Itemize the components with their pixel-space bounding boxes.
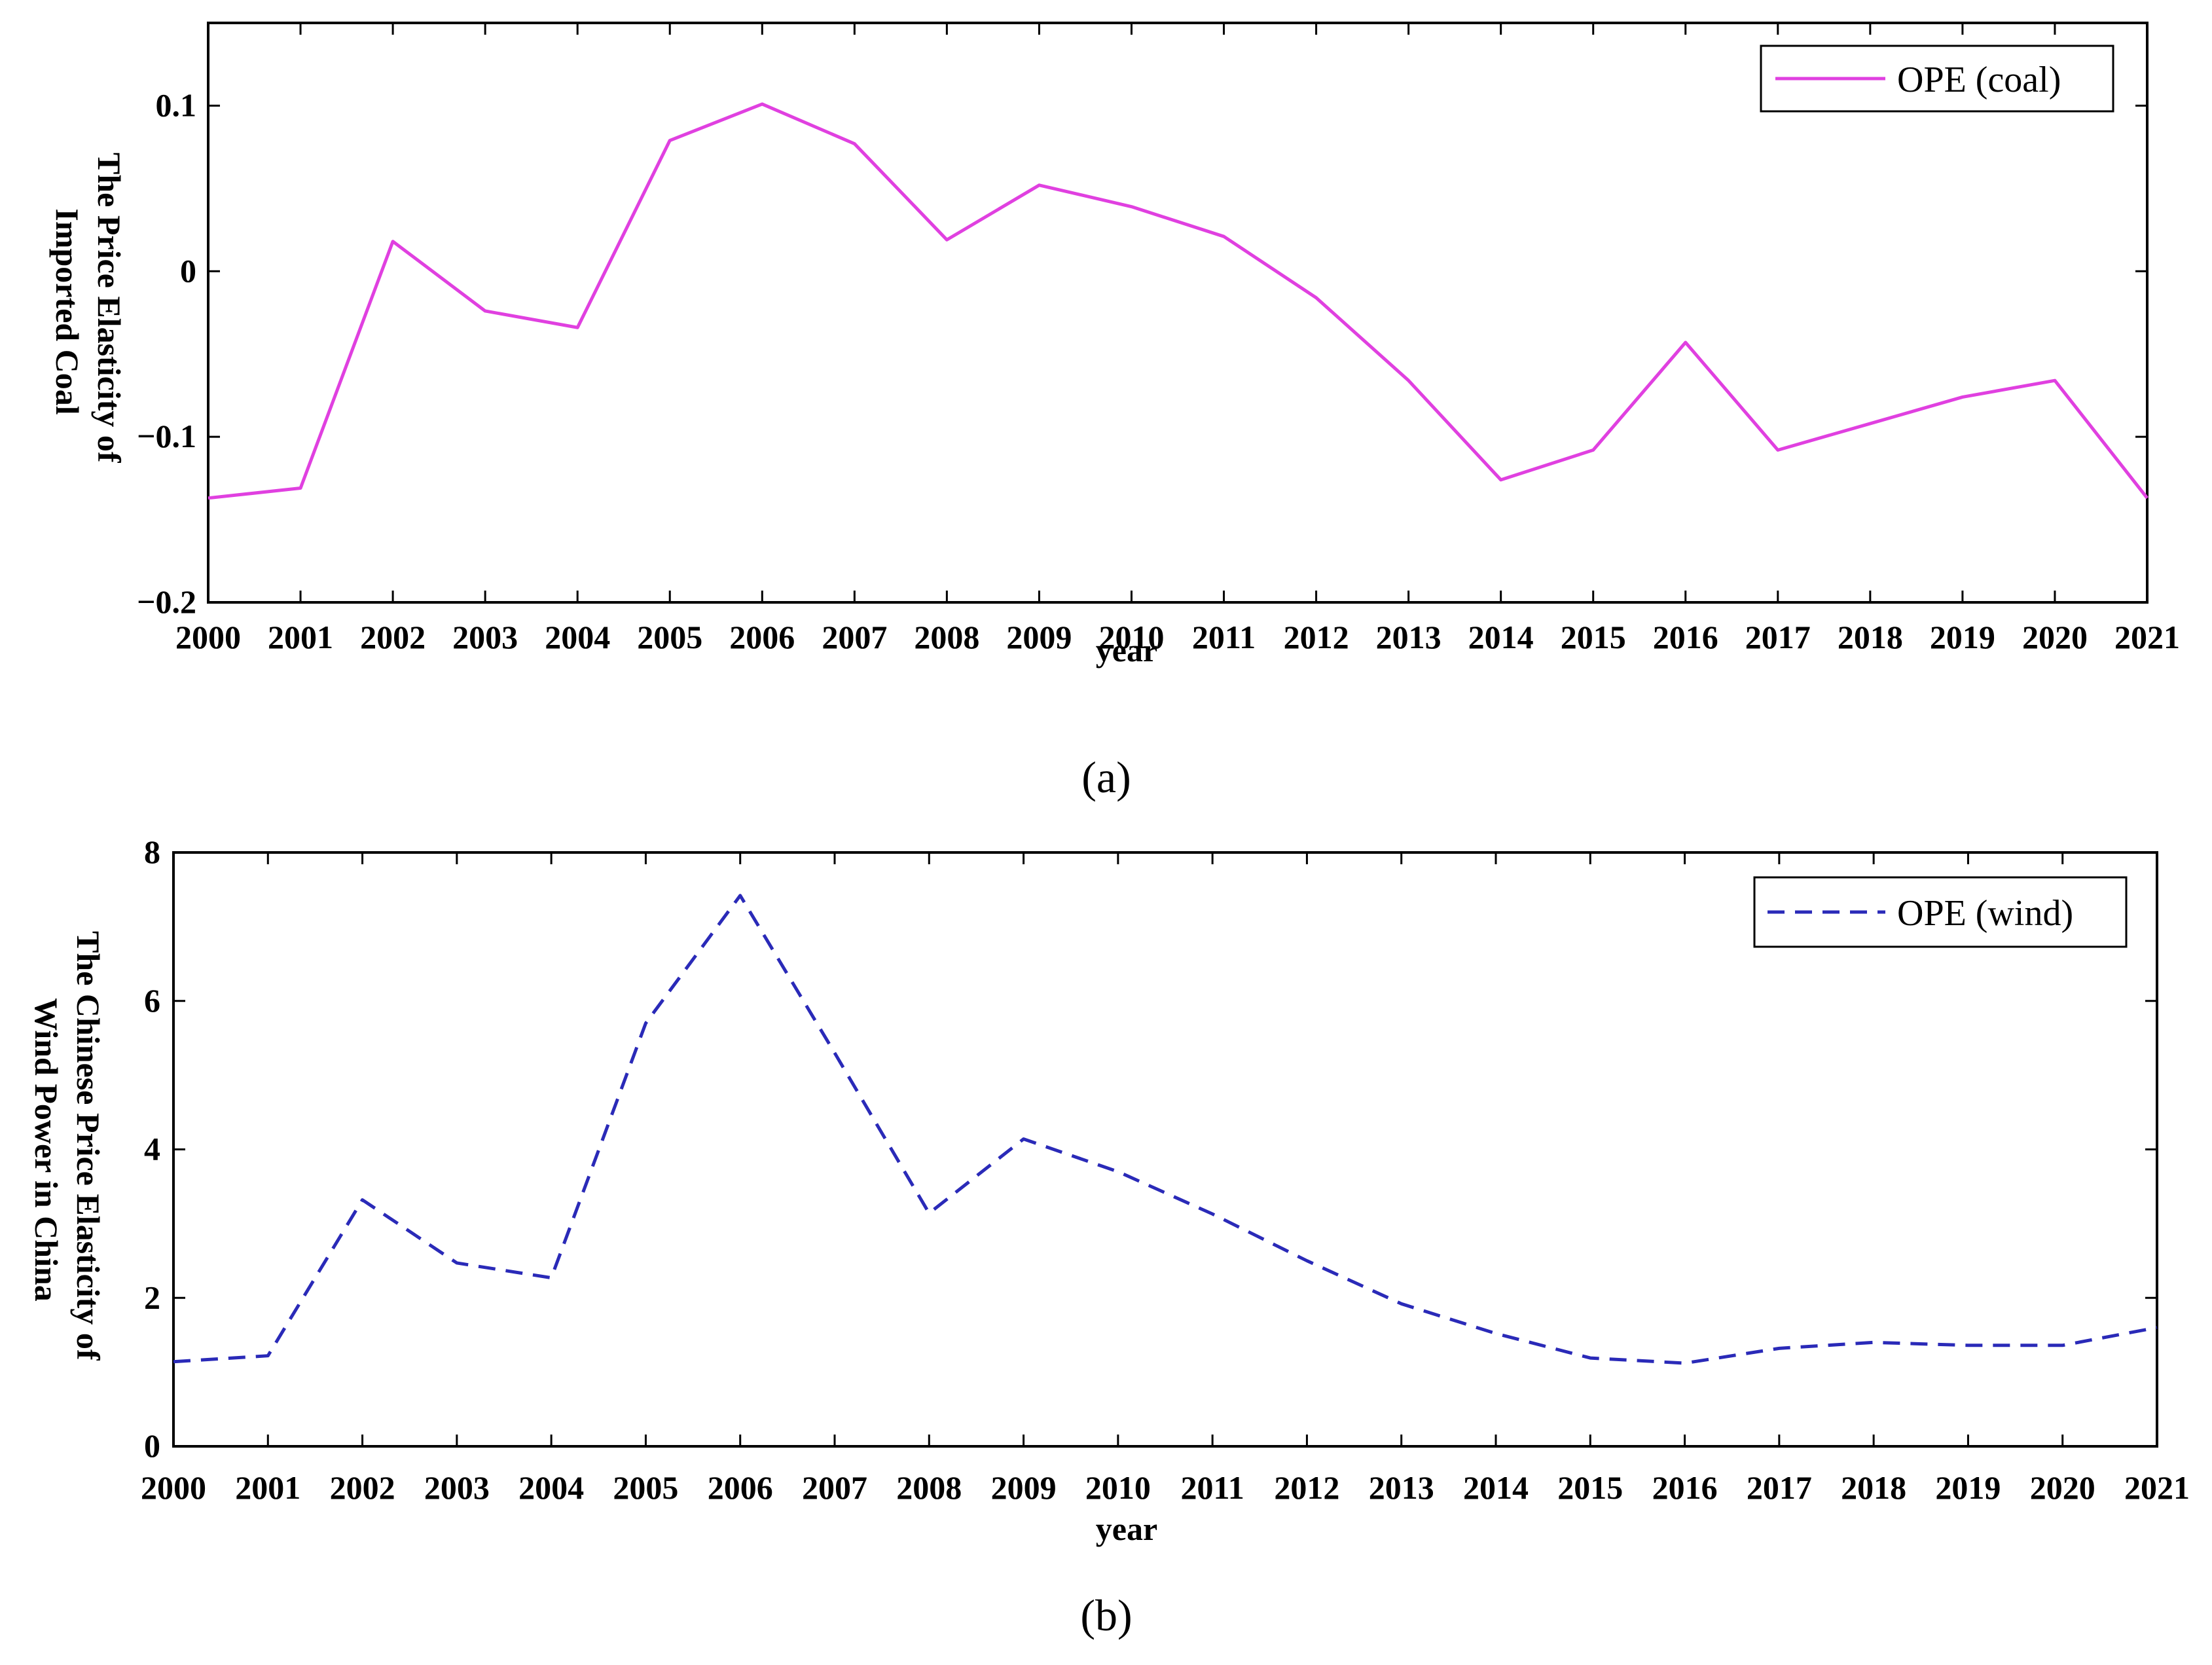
x-tick-label: 2020 xyxy=(2022,619,2088,655)
y-axis-ticks: −0.2 −0.1 0 0.1 xyxy=(137,86,2147,620)
x-tick-label: 2002 xyxy=(330,1469,395,1506)
series-layer xyxy=(173,894,2158,1365)
x-tick-label: 2021 xyxy=(2124,1469,2190,1506)
x-tick-label: 2011 xyxy=(1181,1469,1244,1506)
x-tick-label: 2014 xyxy=(1468,619,1534,655)
series-line xyxy=(208,102,2149,500)
x-axis-ticks: 2000 2001 2002 2003 2004 2005 2006 2007 2008 2009… xyxy=(141,852,2190,1506)
y-tick-label: 4 xyxy=(144,1131,160,1167)
x-tick-label: 2012 xyxy=(1284,619,1349,655)
panel-caption: (a) xyxy=(1081,752,1131,802)
panel-a-coal: −0.2−0.100.1 2000 2001 2002 2003 2004 2005 200… xyxy=(49,22,2180,802)
y-axis-label-line-1: The Price Elasticity of xyxy=(91,153,128,464)
y-tick-label: 0 xyxy=(144,1427,160,1464)
x-axis-label: year xyxy=(1096,632,1157,668)
x-tick-label: 2005 xyxy=(637,619,702,655)
x-tick-label: 2019 xyxy=(1930,619,1995,655)
x-tick-label: 2011 xyxy=(1192,619,1256,655)
legend-box xyxy=(1753,876,2128,948)
x-tick-label: 2017 xyxy=(1747,1469,1812,1506)
x-tick-label: 2000 xyxy=(141,1469,206,1506)
x-tick-label: 2009 xyxy=(991,1469,1057,1506)
x-tick-label: 2004 xyxy=(545,619,610,655)
y-axis-label-line-1: The Chinese Price Elasticity of xyxy=(70,931,107,1361)
y-tick-label: −0.1 xyxy=(137,418,196,454)
plot-frame xyxy=(207,22,2149,604)
x-tick-label: 2019 xyxy=(1935,1469,2001,1506)
x-tick-label: 2007 xyxy=(802,1469,867,1506)
series-line xyxy=(173,894,2158,1365)
series-layer xyxy=(208,102,2149,500)
x-tick-label: 2017 xyxy=(1745,619,1811,655)
x-tick-label: 2008 xyxy=(914,619,979,655)
x-tick-label: 2013 xyxy=(1369,1469,1434,1506)
panel-caption: (b) xyxy=(1080,1590,1132,1640)
x-tick-label: 2016 xyxy=(1652,1469,1718,1506)
x-tick-label: 2009 xyxy=(1006,619,1072,655)
x-axis-ticks: 2000 2001 2002 2003 2004 2005 2006 2007 2008 2009… xyxy=(175,23,2180,655)
y-axis-label-line-2: Wind Power in China xyxy=(28,998,65,1302)
legend: OPE (wind) xyxy=(1753,876,2128,948)
x-tick-label: 2001 xyxy=(268,619,333,655)
x-tick-label: 2002 xyxy=(360,619,426,655)
x-tick-label: 2013 xyxy=(1376,619,1441,655)
x-tick-label: 2015 xyxy=(1561,619,1626,655)
legend-label: OPE (wind) xyxy=(1897,893,2073,934)
x-tick-label: 2010 xyxy=(1085,1469,1151,1506)
x-tick-label: 2005 xyxy=(613,1469,678,1506)
x-tick-label: 2006 xyxy=(729,619,795,655)
x-tick-label: 2004 xyxy=(518,1469,584,1506)
x-tick-label: 2012 xyxy=(1274,1469,1339,1506)
x-tick-label: 2008 xyxy=(896,1469,962,1506)
x-tick-label: 2021 xyxy=(2114,619,2180,655)
x-tick-label: 2018 xyxy=(1838,619,1903,655)
x-axis-label: year xyxy=(1096,1510,1157,1547)
y-axis-label: The Chinese Price Elasticity of Wind Pow… xyxy=(28,931,107,1368)
y-axis-label: The Price Elasticity of Imported Coal xyxy=(49,153,128,471)
x-tick-label: 2003 xyxy=(452,619,518,655)
x-tick-label: 2000 xyxy=(175,619,241,655)
y-tick-label: 0.1 xyxy=(156,86,197,123)
x-tick-label: 2020 xyxy=(2030,1469,2095,1506)
legend: OPE (coal) xyxy=(1760,45,2114,113)
y-axis-label-line-2: Imported Coal xyxy=(49,208,86,414)
x-tick-label: 2003 xyxy=(424,1469,490,1506)
x-tick-label: 2015 xyxy=(1557,1469,1623,1506)
y-tick-label: 6 xyxy=(144,982,160,1019)
y-tick-label: 0 xyxy=(180,252,196,289)
y-tick-label: −0.2 xyxy=(137,583,196,620)
legend-label: OPE (coal) xyxy=(1897,60,2061,100)
y-tick-label: 2 xyxy=(144,1279,160,1315)
x-tick-label: 2001 xyxy=(235,1469,300,1506)
y-axis-ticks: 0 2 4 6 8 xyxy=(144,833,2157,1464)
y-tick-label: 8 xyxy=(144,833,160,870)
x-tick-label: 2010 xyxy=(1098,619,1164,655)
x-tick-label: 2016 xyxy=(1653,619,1718,655)
x-tick-label: 2007 xyxy=(822,619,887,655)
x-tick-label: 2018 xyxy=(1841,1469,1906,1506)
x-tick-label: 2006 xyxy=(708,1469,773,1506)
x-tick-label: 2014 xyxy=(1463,1469,1529,1506)
